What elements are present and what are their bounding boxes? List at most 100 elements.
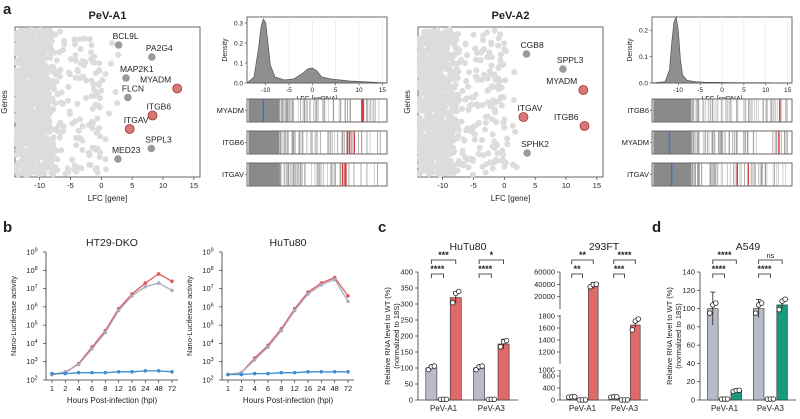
background-gene-point	[61, 37, 68, 44]
background-gene-point	[428, 53, 435, 60]
gene-point-itgav	[518, 112, 529, 122]
background-gene-point	[422, 85, 429, 92]
gene-point-sppl3	[147, 144, 156, 153]
background-gene-point	[56, 134, 63, 141]
background-gene-point	[461, 137, 468, 144]
background-gene-point	[40, 65, 47, 72]
background-gene-point	[425, 40, 432, 47]
background-gene-point	[102, 70, 109, 77]
y-tick-exponent: 9	[211, 248, 214, 254]
background-gene-point	[67, 56, 74, 63]
sig-upper: *	[490, 250, 494, 260]
background-gene-point	[442, 28, 449, 35]
background-gene-point	[38, 122, 45, 129]
background-gene-point	[435, 169, 442, 176]
background-gene-point	[95, 80, 102, 87]
series-point-gray	[252, 358, 257, 362]
series-point-blue	[319, 369, 324, 374]
background-gene-point	[501, 40, 508, 47]
background-gene-point	[81, 35, 88, 42]
gene-point-pa2g4	[148, 53, 156, 61]
series-point-gray	[346, 299, 350, 304]
background-gene-point	[449, 130, 456, 137]
y-tick-label: 1800	[538, 312, 555, 321]
background-gene-point	[471, 136, 478, 143]
y-tick-exponent: 8	[211, 266, 214, 272]
background-gene-point	[437, 153, 444, 160]
background-gene-point	[447, 119, 454, 126]
replicate-point	[770, 396, 777, 402]
y-tick-exponent: 5	[35, 321, 38, 327]
y-tick-label: 0	[691, 396, 695, 405]
background-gene-point	[42, 164, 49, 171]
series-point-gray	[90, 347, 94, 351]
series-line-gray	[51, 282, 173, 376]
background-gene-point	[43, 78, 50, 85]
series-point-blue	[346, 369, 350, 374]
density-x-tick-label: 0	[311, 87, 315, 94]
background-gene-point	[32, 133, 39, 140]
background-gene-point	[504, 141, 511, 148]
background-gene-point	[431, 85, 438, 92]
background-gene-point	[85, 149, 92, 156]
series-line-red	[51, 273, 173, 376]
background-gene-point	[49, 95, 56, 102]
y-tick-label: 108	[26, 266, 37, 275]
sig-upper: **	[579, 250, 587, 260]
background-gene-point	[32, 63, 39, 70]
background-gene-point	[476, 144, 483, 151]
gene-label-myadm: MYADM	[140, 75, 171, 85]
replicate-point	[479, 363, 485, 369]
x-tick-label: 5	[130, 181, 134, 190]
x-tick-label: 1	[50, 384, 54, 393]
sig-bracket-upper	[613, 259, 636, 264]
background-gene-point	[23, 156, 30, 163]
background-gene-point	[495, 65, 502, 72]
y-tick-label: 1400	[538, 336, 555, 345]
background-gene-point	[495, 35, 502, 42]
sig-bracket-lower	[613, 273, 625, 278]
gene-point-map2k1	[122, 74, 130, 82]
background-gene-point	[459, 87, 466, 94]
gene-label-sphk2: SPHK2	[521, 139, 549, 149]
background-gene-point	[22, 135, 29, 142]
density-x-tick-label: -5	[286, 87, 292, 94]
background-gene-point	[416, 35, 423, 42]
background-gene-point	[32, 142, 39, 149]
background-gene-point	[500, 94, 507, 101]
background-gene-point	[13, 70, 20, 77]
background-gene-point	[17, 108, 24, 115]
background-gene-point	[73, 134, 80, 141]
background-gene-point	[89, 59, 96, 66]
y-tick-label: 107	[26, 284, 37, 293]
background-gene-point	[499, 147, 506, 154]
background-gene-point	[94, 169, 101, 176]
x-axis-label: Hours Post-infection (hpi)	[243, 396, 334, 405]
background-gene-point	[31, 125, 38, 132]
background-gene-point	[504, 135, 511, 142]
x-tick-label: -5	[67, 181, 74, 190]
background-gene-point	[476, 57, 483, 64]
series-line-blue	[52, 370, 173, 375]
background-gene-point	[425, 165, 432, 172]
background-gene-point	[489, 131, 496, 138]
density-y-tick-label: 0.2	[639, 28, 648, 35]
background-gene-point	[19, 39, 26, 46]
background-gene-point	[427, 89, 434, 96]
background-gene-point	[26, 90, 33, 97]
sig-upper: ***	[438, 250, 449, 260]
density-x-tick-label: -10	[261, 87, 271, 94]
background-gene-point	[444, 142, 451, 149]
background-gene-point	[484, 54, 491, 61]
background-gene-point	[416, 105, 423, 112]
background-gene-point	[86, 36, 93, 43]
bar-ko2	[588, 285, 599, 401]
background-gene-point	[497, 57, 504, 64]
barcode-dense-region	[248, 163, 280, 186]
background-gene-point	[28, 155, 35, 162]
density-x-tick-label: 15	[379, 87, 387, 94]
background-gene-point	[37, 129, 44, 136]
background-gene-point	[60, 127, 67, 134]
background-gene-point	[462, 41, 469, 48]
background-gene-point	[114, 100, 121, 107]
